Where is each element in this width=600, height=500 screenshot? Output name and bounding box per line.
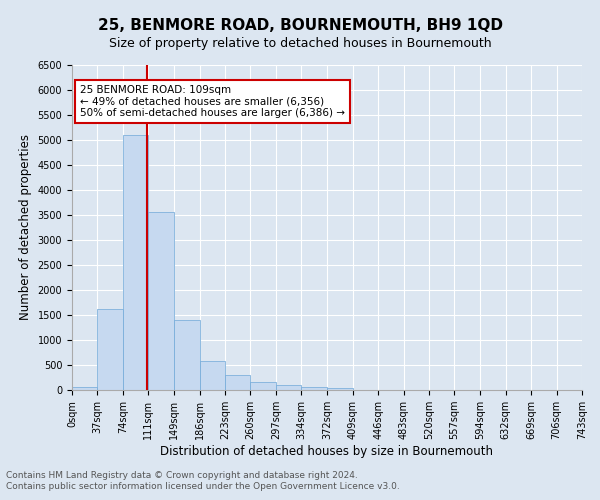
Text: Contains HM Land Registry data © Crown copyright and database right 2024.: Contains HM Land Registry data © Crown c… — [6, 470, 358, 480]
Text: Size of property relative to detached houses in Bournemouth: Size of property relative to detached ho… — [109, 38, 491, 51]
Text: Contains public sector information licensed under the Open Government Licence v3: Contains public sector information licen… — [6, 482, 400, 491]
Bar — [276, 384, 301, 390]
Y-axis label: Number of detached properties: Number of detached properties — [19, 134, 32, 320]
Text: 25 BENMORE ROAD: 109sqm
← 49% of detached houses are smaller (6,356)
50% of semi: 25 BENMORE ROAD: 109sqm ← 49% of detache… — [80, 85, 345, 118]
Bar — [72, 386, 97, 390]
X-axis label: Distribution of detached houses by size in Bournemouth: Distribution of detached houses by size … — [161, 445, 493, 458]
Bar — [97, 309, 123, 390]
Bar — [200, 360, 225, 390]
Bar — [301, 387, 328, 390]
Bar — [225, 375, 250, 390]
Bar — [148, 212, 174, 390]
Bar — [174, 320, 200, 390]
Bar — [250, 382, 276, 390]
Bar — [123, 135, 148, 390]
Bar — [328, 388, 353, 390]
Text: 25, BENMORE ROAD, BOURNEMOUTH, BH9 1QD: 25, BENMORE ROAD, BOURNEMOUTH, BH9 1QD — [97, 18, 503, 32]
